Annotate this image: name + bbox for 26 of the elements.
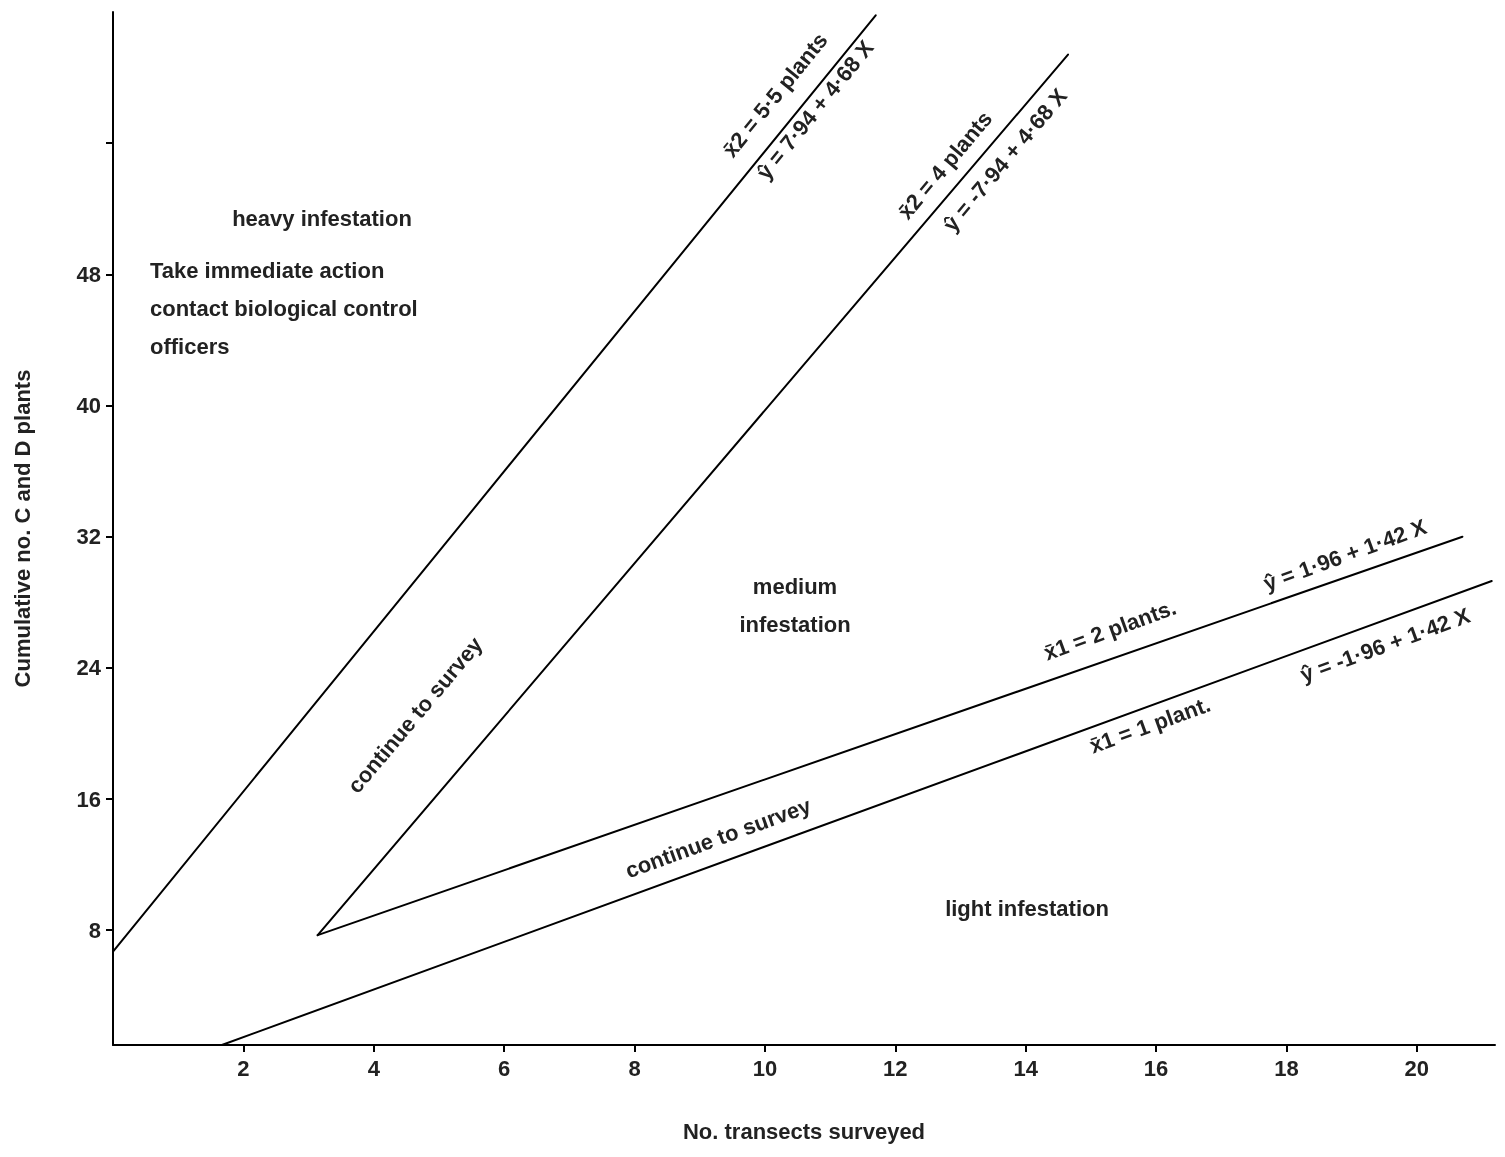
y-tick-label: 40: [76, 393, 101, 419]
annotation: ŷ = -1·96 + 1·42 X: [1296, 602, 1474, 688]
x-tick-label: 4: [367, 1055, 381, 1081]
x-tick-label: 16: [1143, 1055, 1169, 1081]
x-tick-label: 14: [1013, 1055, 1039, 1081]
annotation: medium infestation: [739, 573, 851, 637]
x-tick-label: 2: [237, 1055, 250, 1081]
x-tick-label: 8: [628, 1055, 641, 1081]
x-tick-label: 6: [498, 1055, 511, 1081]
y-axis-title: Cumulative no. C and D plants: [9, 369, 35, 688]
x-tick-label: 18: [1274, 1055, 1299, 1081]
annotation: x̄1 = 2 plants.: [1040, 594, 1180, 666]
x-tick-label: 20: [1404, 1055, 1430, 1081]
y-tick-label: 8: [88, 917, 101, 943]
y-tick-label: 24: [76, 655, 102, 681]
annotation: Take immediate action contact biological control officers: [150, 257, 418, 359]
x-tick-label: 12: [883, 1055, 908, 1081]
x-tick-label: 10: [752, 1055, 778, 1081]
annotation: ŷ = 1·96 + 1·42 X: [1260, 513, 1431, 597]
y-tick-label: 16: [76, 786, 101, 812]
annotation: heavy infestation: [232, 205, 412, 231]
y-tick-label: 48: [76, 261, 101, 287]
annotation: light infestation: [945, 895, 1109, 921]
y-tick-label: 32: [76, 524, 101, 550]
x-axis-title: No. transects surveyed: [682, 1118, 926, 1144]
annotation: x̄1 = 1 plant.: [1086, 691, 1214, 759]
